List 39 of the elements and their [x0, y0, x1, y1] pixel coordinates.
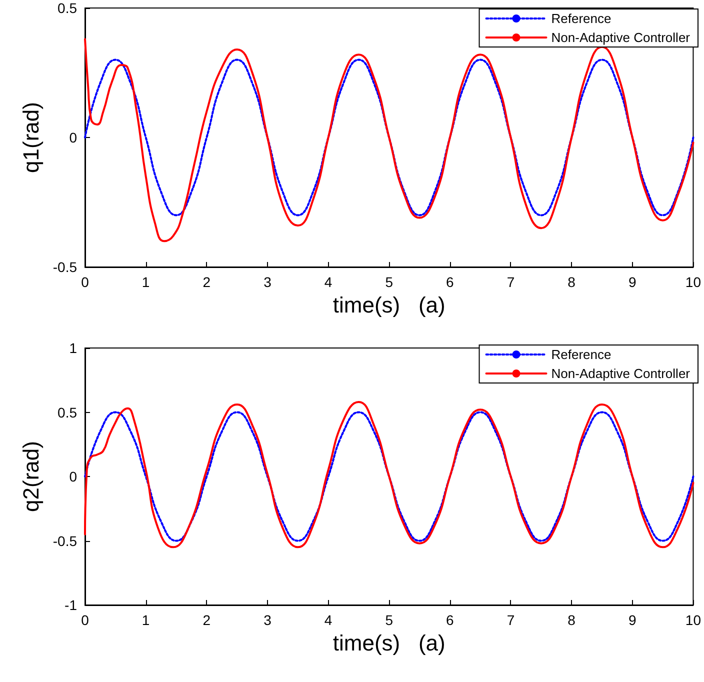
x-tick-label: 5	[385, 612, 394, 628]
x-tick-label: 7	[506, 612, 515, 628]
x-tick-label: 4	[324, 612, 332, 628]
x-tick-label: 9	[628, 612, 636, 628]
x-tick-label: 10	[685, 612, 702, 628]
x-tick-label: 2	[202, 612, 211, 628]
y-tick-label: -0.5	[52, 259, 78, 275]
y-tick-label: 0.5	[58, 404, 78, 420]
x-tick-label: 1	[142, 274, 150, 290]
y-tick-label: 0.5	[58, 0, 78, 16]
x-tick-label: 6	[446, 274, 454, 290]
x-tick-label: 6	[446, 612, 454, 628]
x-tick-label: 5	[385, 274, 394, 290]
y-tick-label: 1	[69, 340, 78, 356]
legend-label: Reference	[551, 347, 612, 362]
x-tick-label: 7	[506, 274, 515, 290]
x-tick-label: 2	[202, 274, 211, 290]
x-tick-label: 3	[264, 612, 272, 628]
x-tick-label: 4	[324, 274, 332, 290]
y-tick-label: -0.5	[52, 532, 78, 549]
legend-label: Reference	[551, 11, 612, 26]
x-tick-label: 8	[568, 274, 576, 290]
x-axis-title: time(s) (a)	[332, 630, 446, 656]
x-tick-label: 9	[628, 274, 636, 290]
x-tick-label: 0	[81, 612, 90, 628]
legend-label: Non-Adaptive Controller	[551, 366, 691, 381]
y-axis-title: q2(rad)	[18, 441, 44, 512]
legend-label: Non-Adaptive Controller	[551, 30, 691, 45]
x-tick-label: 8	[568, 612, 576, 628]
y-tick-label: -1	[64, 597, 78, 613]
x-tick-label: 10	[685, 274, 702, 290]
x-axis-title: time(s) (a)	[332, 292, 446, 318]
y-tick-label: 0	[69, 468, 78, 484]
y-axis-title: q1(rad)	[18, 102, 44, 173]
x-tick-label: 0	[81, 274, 90, 290]
line-series	[84, 58, 694, 216]
x-tick-label: 1	[142, 612, 150, 628]
y-tick-label: 0	[69, 130, 78, 146]
x-tick-label: 3	[264, 274, 272, 290]
